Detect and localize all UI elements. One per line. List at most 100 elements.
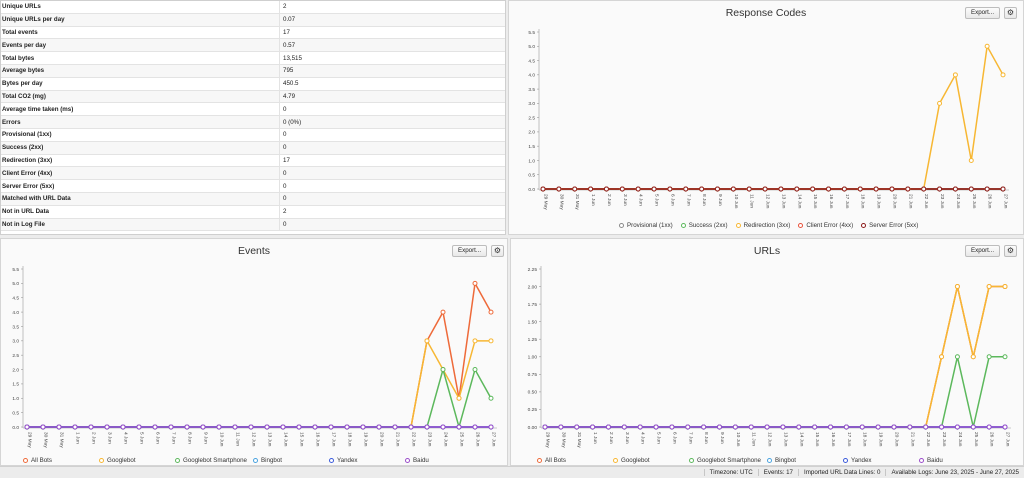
gear-icon[interactable]: ⚙ (1004, 7, 1017, 19)
data-point (683, 186, 689, 192)
data-point (970, 424, 976, 430)
legend-item[interactable]: Googlebot (99, 457, 175, 464)
stat-label: Not in Log File (1, 218, 280, 231)
export-button[interactable]: Export... (452, 245, 488, 257)
panel-title: Response Codes (725, 7, 807, 19)
legend-item[interactable]: Redirection (3xx) (735, 222, 790, 229)
legend-item[interactable]: Server Error (5xx) (861, 222, 918, 229)
x-tick-label: 2 Jun (606, 194, 612, 206)
stat-value: 0 (283, 182, 287, 190)
table-row[interactable]: Matched with URL Data 0 (1, 192, 505, 206)
data-point (558, 424, 564, 430)
legend-item[interactable]: Client Error (4xx) (798, 222, 853, 229)
x-tick-label: 21 Jun (395, 432, 401, 447)
legend-marker-icon (680, 223, 686, 228)
data-point (1002, 424, 1008, 430)
x-tick-label: 13 Jun (267, 432, 273, 447)
x-tick-label: 9 Jun (717, 194, 723, 206)
x-tick-label: 2 Jun (608, 432, 614, 444)
x-tick-label: 31 May (574, 194, 580, 210)
legend-item[interactable]: Googlebot Smartphone (689, 457, 767, 464)
legend-item[interactable]: Baidu (405, 457, 481, 464)
y-tick-label: 1.75 (528, 302, 538, 308)
legend-item[interactable]: Baidu (919, 457, 995, 464)
table-row[interactable]: Total bytes 13,515 (1, 52, 505, 65)
data-point (588, 186, 594, 192)
data-point (456, 395, 462, 401)
table-row[interactable]: Redirection (3xx) 17 (1, 154, 505, 168)
table-row[interactable]: Client Error (4xx) 0 (1, 167, 505, 181)
x-tick-label: 20 Jun (379, 432, 385, 447)
status-timezone: Timezone: UTC (703, 469, 758, 476)
legend-item[interactable]: Googlebot Smartphone (175, 457, 253, 464)
legend-item[interactable]: Googlebot (613, 457, 689, 464)
legend-item[interactable]: Bingbot (253, 457, 329, 464)
table-row[interactable]: Success (2xx) 0 (1, 141, 505, 155)
table-row[interactable]: Bytes per day 450.5 (1, 77, 505, 91)
data-point (24, 424, 30, 430)
x-tick-label: 7 Jun (687, 432, 693, 444)
data-point (540, 186, 546, 192)
data-point (264, 424, 270, 430)
table-row[interactable]: Average bytes 795 (1, 64, 505, 78)
legend-item[interactable]: All Bots (23, 457, 99, 464)
legend-item[interactable]: Success (2xx) (680, 222, 728, 229)
data-point (921, 186, 927, 192)
x-tick-label: 29 May (27, 432, 33, 448)
table-row[interactable]: Average time taken (ms) 0 (1, 103, 505, 117)
gear-icon[interactable]: ⚙ (1004, 245, 1017, 257)
data-point (796, 424, 802, 430)
legend-label: Client Error (4xx) (806, 222, 854, 229)
table-row[interactable]: Unique URLs per day 0.07 (1, 13, 505, 27)
y-tick-label: 2.25 (528, 267, 538, 273)
x-tick-label: 22 Jun (925, 432, 931, 447)
x-tick-label: 20 Jun (891, 194, 897, 209)
x-tick-label: 16 Jun (830, 432, 836, 447)
x-tick-label: 14 Jun (283, 432, 289, 447)
data-point (937, 100, 943, 106)
table-row[interactable]: Total events 17 (1, 26, 505, 40)
table-row[interactable]: Not in URL Data 2 (1, 205, 505, 219)
data-point (488, 424, 494, 430)
table-row[interactable]: Not in Log File 0 (1, 218, 505, 232)
y-tick-label: 4.5 (12, 296, 19, 302)
y-tick-label: 0.00 (528, 425, 538, 431)
data-point (843, 424, 849, 430)
x-tick-label: 7 Jun (685, 194, 691, 206)
x-tick-label: 29 May (543, 194, 549, 210)
data-point (472, 338, 478, 344)
y-tick-label: 0.5 (528, 173, 535, 179)
table-row[interactable]: Total CO2 (mg) 4.79 (1, 90, 505, 104)
data-point (232, 424, 238, 430)
table-row[interactable]: Events per day 0.57 (1, 39, 505, 53)
legend-item[interactable]: Bingbot (767, 457, 843, 464)
legend-item[interactable]: Provisional (1xx) (619, 222, 673, 229)
y-tick-label: 2.0 (12, 367, 19, 373)
table-row[interactable]: Provisional (1xx) 0 (1, 128, 505, 142)
legend-item[interactable]: Yandex (843, 457, 919, 464)
stat-label: Total bytes (1, 52, 280, 64)
gear-icon[interactable]: ⚙ (491, 245, 504, 257)
data-point (472, 367, 478, 373)
summary-table: Unique URLs 2 Unique URLs per day 0.07 Total… (0, 0, 506, 235)
x-tick-label: 30 May (43, 432, 49, 448)
table-row[interactable]: Server Error (5xx) 0 (1, 180, 505, 193)
data-point (780, 424, 786, 430)
x-tick-label: 21 Jun (909, 432, 915, 447)
data-point (812, 424, 818, 430)
x-tick-label: 9 Jun (203, 432, 209, 444)
legend-label: Googlebot Smartphone (183, 457, 247, 464)
legend-label: Server Error (5xx) (869, 222, 919, 229)
legend-item[interactable]: Yandex (329, 457, 405, 464)
data-point (952, 72, 958, 78)
export-button[interactable]: Export... (965, 245, 1001, 257)
x-tick-label: 4 Jun (638, 194, 644, 206)
table-row[interactable]: Errors 0 (0%) (1, 116, 505, 129)
stat-label: Success (2xx) (1, 141, 280, 154)
table-row[interactable]: Unique URLs 2 (1, 1, 505, 14)
legend-item[interactable]: All Bots (537, 457, 613, 464)
stat-label: Unique URLs (1, 1, 280, 13)
export-button[interactable]: Export... (965, 7, 1001, 19)
legend-label: Googlebot (621, 457, 650, 464)
x-tick-label: 14 Jun (796, 194, 802, 209)
